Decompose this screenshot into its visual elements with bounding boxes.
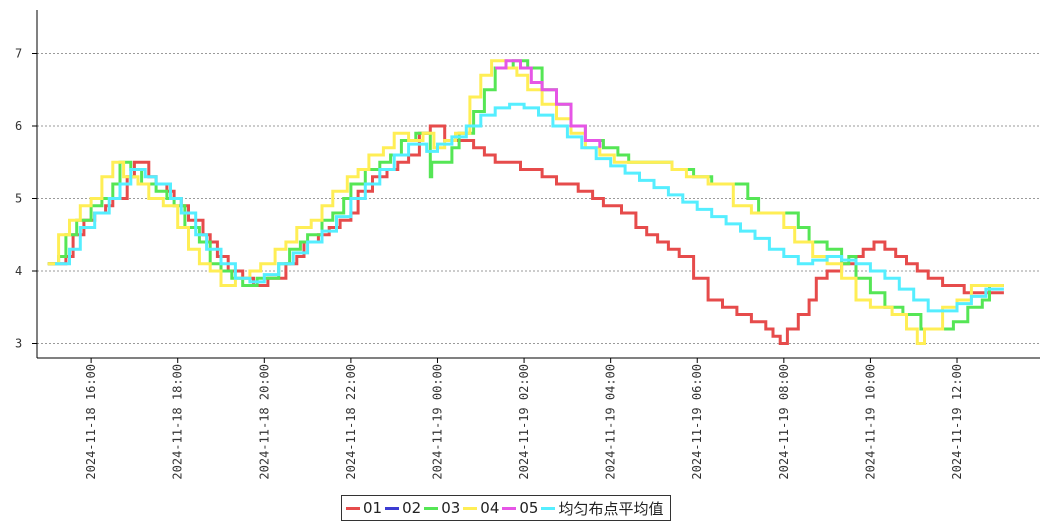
legend-item: 均匀布点平均值 <box>541 498 663 519</box>
x-tick-label: 2024-11-19 00:00 <box>430 364 444 480</box>
legend-label: 01 <box>363 499 383 517</box>
legend-swatch <box>346 506 360 510</box>
legend-item: 05 <box>502 499 538 517</box>
legend-label: 03 <box>441 499 461 517</box>
series-lines <box>47 59 1004 345</box>
legend-swatch <box>424 506 439 510</box>
series-line-03 <box>47 59 1004 331</box>
y-tick-label: 6 <box>15 119 22 133</box>
x-tick-label: 2024-11-19 02:00 <box>517 364 531 480</box>
y-axis-ticks: 3 4 5 6 7 <box>15 47 37 351</box>
legend-swatch <box>385 506 400 510</box>
legend-swatch <box>541 506 556 510</box>
x-tick-label: 2024-11-18 18:00 <box>171 364 185 480</box>
x-tick-label: 2024-11-19 06:00 <box>690 364 704 480</box>
series-line-05 <box>495 59 602 148</box>
legend-item: 02 <box>385 499 421 517</box>
legend-item: 04 <box>463 499 499 517</box>
x-tick-label: 2024-11-18 16:00 <box>84 364 98 480</box>
legend-swatch <box>502 506 517 510</box>
x-tick-label: 2024-11-18 22:00 <box>344 364 358 480</box>
x-tick-label: 2024-11-19 12:00 <box>950 364 964 480</box>
y-tick-label: 5 <box>15 192 22 206</box>
y-tick-label: 4 <box>15 264 22 278</box>
legend-label: 04 <box>480 499 500 517</box>
legend-item: 01 <box>346 499 382 517</box>
x-axis-ticks: 2024-11-18 16:00 2024-11-18 18:00 2024-11-… <box>84 358 964 480</box>
series-line-04 <box>47 59 1004 345</box>
legend-label: 05 <box>519 499 539 517</box>
series-line-均匀布点平均值 <box>55 102 1004 313</box>
x-tick-label: 2024-11-19 10:00 <box>863 364 877 480</box>
y-tick-label: 3 <box>15 337 22 351</box>
series-line-01 <box>47 124 1004 345</box>
legend-item: 03 <box>424 499 460 517</box>
legend-swatch <box>463 506 478 510</box>
x-tick-label: 2024-11-18 20:00 <box>257 364 271 480</box>
axes <box>36 10 1040 359</box>
x-tick-label: 2024-11-19 08:00 <box>777 364 791 480</box>
x-tick-label: 2024-11-19 04:00 <box>604 364 618 480</box>
y-tick-label: 7 <box>15 47 22 61</box>
legend-label: 均匀布点平均值 <box>558 499 664 518</box>
legend: 01 02 03 04 05 均匀布点平均值 <box>341 495 672 521</box>
gridlines <box>37 53 1040 344</box>
legend-label: 02 <box>402 499 422 517</box>
